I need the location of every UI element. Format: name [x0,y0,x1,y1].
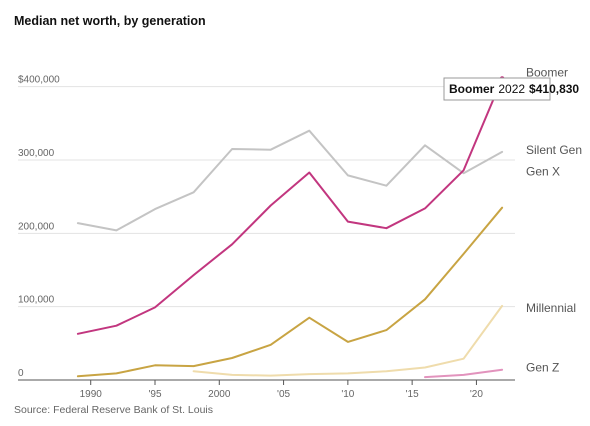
y-tick-label: $400,000 [18,75,60,86]
x-axis: 1990 '95 2000 '05 '10 '15 '20 [18,379,515,400]
tooltip-box [443,77,551,101]
series-line-gen-z [424,368,504,379]
x-tick-label: '20 [470,389,483,400]
x-tick-label: '95 [148,389,161,400]
gridlines: 0 100,000 200,000 300,000 $400,000 [18,75,515,379]
series-label-gen-x: Gen X [526,165,560,179]
chart-title: Median net worth, by generation [14,14,206,28]
series-label-silent-gen: Silent Gen [526,143,582,157]
series-lines [76,77,504,379]
tooltip-year: 2022 [498,82,525,96]
series-line-boomer [76,77,504,335]
series-line-gen-x [76,206,504,378]
y-tick-label: 200,000 [18,221,55,232]
x-tick-label: '05 [277,389,290,400]
series-labels: Silent Gen Boomer Gen X Millennial Gen Z [526,66,582,375]
series-label-boomer: Boomer [526,66,568,80]
x-tick-label: 2000 [208,389,231,400]
tooltip-text: Boomer 2022 $410,830 [449,82,579,96]
y-tick-label: 100,000 [18,295,55,306]
y-tick-label: 0 [18,368,24,379]
series-line-millennial [192,304,504,377]
series-line-silent-gen [76,129,504,232]
y-tick-label: 300,000 [18,148,55,159]
series-label-millennial: Millennial [526,301,576,315]
tooltip-series: Boomer [449,82,495,96]
x-tick-label: '15 [406,389,419,400]
series-label-gen-z: Gen Z [526,361,559,375]
x-tick-label: 1990 [80,389,103,400]
tooltip-value: $410,830 [529,82,579,96]
highlight-tooltip: Boomer 2022 $410,830 [443,76,579,101]
source-note: Source: Federal Reserve Bank of St. Loui… [14,404,214,416]
x-tick-label: '10 [341,389,354,400]
